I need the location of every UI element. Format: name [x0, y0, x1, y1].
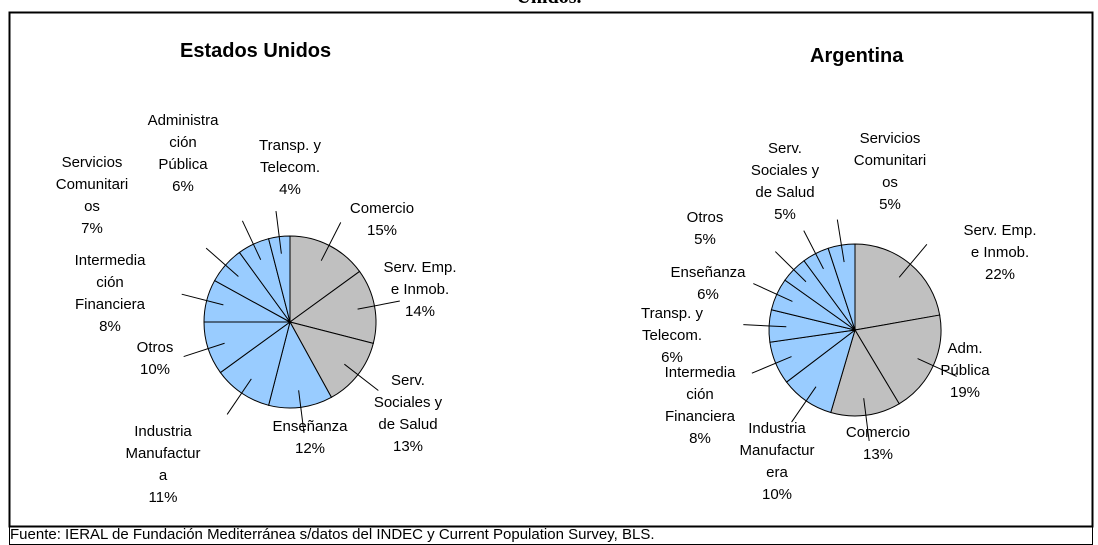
pie-title: Argentina — [810, 45, 904, 67]
value-label: 22% — [984, 266, 1016, 283]
leader-line — [917, 358, 957, 377]
category-label: Enseñanza — [272, 418, 348, 435]
slice-label: Industria Manufacturera 10% — [738, 418, 816, 506]
category-label: Transp. y Telecom. — [641, 305, 703, 344]
value-label: 6% — [697, 286, 719, 303]
slice-label: Enseñanza 6% — [669, 262, 747, 306]
pie-title: Estados Unidos — [180, 40, 332, 62]
category-label: Industria Manufactura — [125, 423, 201, 484]
leader-line — [753, 283, 793, 302]
value-label: 15% — [366, 222, 398, 239]
leader-line — [774, 251, 807, 283]
source: Fuente: IERAL de Fundación Mediterránea … — [10, 526, 655, 543]
value-label: 5% — [774, 206, 796, 223]
category-label: Transp. y Telecom. — [259, 137, 321, 176]
slice-label: Serv. Sociales y de Salud 5% — [746, 138, 824, 226]
category-label: Administración Pública — [147, 112, 219, 173]
category-label: Intermediación Financiera — [74, 252, 146, 313]
slice-label: Intermediación Financiera 8% — [661, 362, 739, 450]
slice-label: Comercio 15% — [343, 198, 421, 242]
slice-label: Industria Manufactura 11% — [124, 421, 202, 509]
leader-line — [357, 300, 400, 310]
slice-label: Enseñanza 12% — [271, 416, 349, 460]
value-label: 12% — [294, 440, 326, 457]
slice-label: Comercio 13% — [839, 422, 917, 466]
value-label: 6% — [172, 178, 194, 195]
slice-label: Administración Pública 6% — [144, 110, 222, 198]
value-label: 6% — [661, 349, 683, 366]
leader-line — [803, 230, 824, 270]
value-label: 8% — [99, 318, 121, 335]
value-label: 5% — [879, 196, 901, 213]
value-label: 19% — [949, 384, 981, 401]
value-label: 4% — [279, 181, 301, 198]
category-label: Serv. Sociales y de Salud — [373, 372, 443, 433]
slice-label: Serv. Emp. e Inmob. 22% — [961, 220, 1039, 286]
leader-line — [298, 390, 305, 433]
value-label: 8% — [689, 430, 711, 447]
value-label: 5% — [694, 231, 716, 248]
slice-label: Transp. y Telecom. 4% — [251, 135, 329, 201]
category-label: Intermediación Financiera — [664, 364, 736, 425]
category-label: Industria Manufacturera — [739, 420, 815, 481]
slice-label: Otros 10% — [116, 337, 194, 381]
value-label: 10% — [761, 486, 793, 503]
slice-label: Serv. Emp. e Inmob. 14% — [381, 257, 459, 323]
category-label: Enseñanza — [670, 264, 746, 281]
category-label: Serv. Emp. e Inmob. — [963, 222, 1037, 261]
category-label: Serv. Sociales y de Salud — [750, 140, 820, 201]
category-label: Comercio — [845, 424, 911, 441]
header: Unidos. — [0, 0, 1098, 9]
slice-label: Servicios Comunitarios 7% — [53, 152, 131, 240]
value-label: 13% — [862, 446, 894, 463]
category-label: Serv. Emp. e Inmob. — [383, 259, 457, 298]
slice-label: Otros 5% — [666, 207, 744, 251]
leader-line — [751, 356, 792, 374]
leader-line — [898, 244, 928, 278]
leader-line — [344, 363, 379, 391]
leader-line — [275, 211, 282, 254]
leader-line — [320, 222, 342, 261]
slice-label: Servicios Comunitarios 5% — [851, 128, 929, 216]
category-label: Servicios Comunitarios — [853, 130, 927, 191]
category-label: Servicios Comunitarios — [55, 154, 129, 215]
slice-label: Transp. y Telecom. 6% — [633, 303, 711, 369]
leader-line — [241, 220, 262, 260]
value-label: 11% — [148, 489, 178, 506]
value-label: 14% — [404, 303, 436, 320]
leader-line — [183, 342, 225, 358]
leader-line — [791, 386, 817, 423]
category-label: Otros — [686, 209, 724, 226]
value-label: 10% — [139, 361, 171, 378]
slice-label: Intermediación Financiera 8% — [71, 250, 149, 338]
value-label: 7% — [81, 220, 103, 237]
slice-label: Serv. Sociales y de Salud 13% — [369, 370, 447, 458]
leader-line — [205, 247, 239, 277]
leader-line — [743, 324, 787, 328]
leader-line — [863, 398, 870, 441]
leader-line — [836, 219, 845, 263]
category-label: Adm. Pública — [940, 340, 990, 379]
leader-line — [181, 293, 224, 306]
category-label: Comercio — [349, 200, 415, 217]
category-label: Otros — [136, 339, 174, 356]
leader-line — [226, 378, 252, 415]
value-label: 13% — [392, 438, 424, 455]
slice-label: Adm. Pública 19% — [926, 338, 1004, 404]
